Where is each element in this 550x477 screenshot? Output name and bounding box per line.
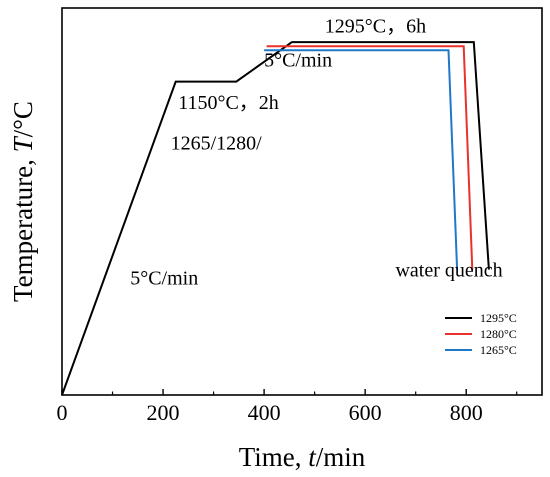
x-tick-label: 800 <box>450 400 483 425</box>
series-line-0 <box>61 41 490 396</box>
y-axis-label: Temperature, T/°C <box>8 101 38 302</box>
annotation-label: 1265/1280/ <box>171 133 263 155</box>
series-line-1 <box>266 45 474 270</box>
annotation-label: water quench <box>395 259 502 281</box>
legend-label-0: 1295°C <box>480 311 517 325</box>
ticks-layer: 0 200 400 600 800 <box>57 389 518 425</box>
series-line-2 <box>264 49 459 270</box>
x-tick-label: 0 <box>57 400 68 425</box>
x-tick-label: 600 <box>349 400 382 425</box>
legend-label-1: 1280°C <box>480 327 517 341</box>
annotation-label: 1150°C，2h <box>178 92 279 114</box>
annotations-layer: 1295°C，6h 5°C/min 1150°C，2h 1265/1280/water… <box>130 16 502 290</box>
annotation-label: 1295°C，6h <box>325 16 426 38</box>
annotation-label: 5°C/min <box>264 50 332 72</box>
x-axis-label: Time, t/min <box>239 442 366 472</box>
x-tick-label: 200 <box>147 400 180 425</box>
plot-frame <box>61 7 543 396</box>
legend: 1295°C 1280°C 1265°C <box>445 311 517 357</box>
annotation-label: 5°C/min <box>130 268 198 290</box>
legend-label-2: 1265°C <box>480 343 517 357</box>
x-tick-label: 400 <box>248 400 281 425</box>
series-layer <box>61 41 490 396</box>
